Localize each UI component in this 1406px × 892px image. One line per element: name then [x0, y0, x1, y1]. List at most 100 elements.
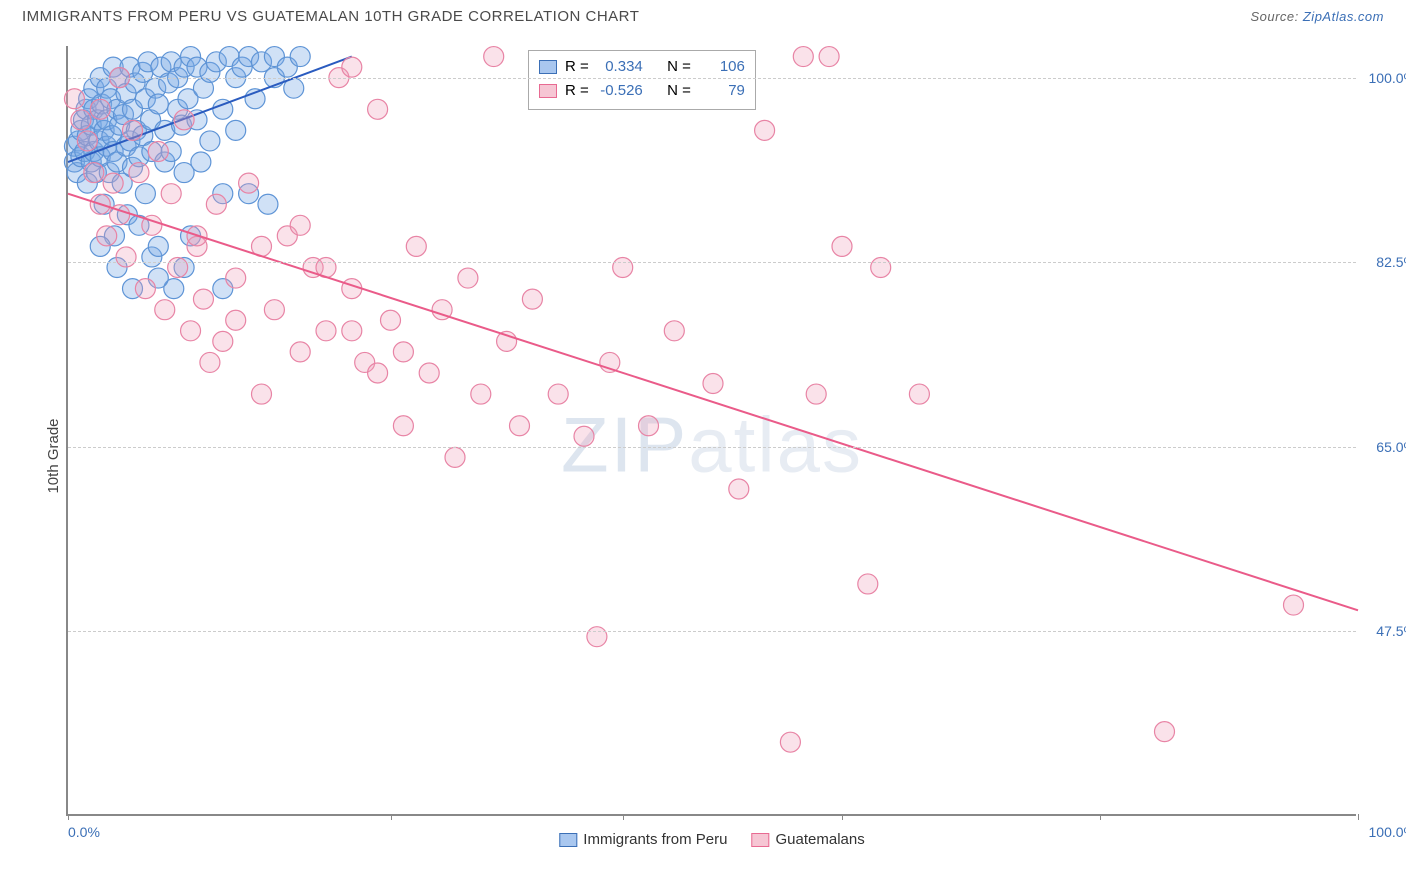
gridline-h — [68, 631, 1356, 632]
data-point — [148, 236, 168, 256]
data-point — [290, 342, 310, 362]
data-point — [290, 215, 310, 235]
data-point — [116, 247, 136, 267]
data-point — [290, 47, 310, 67]
data-point — [135, 184, 155, 204]
data-point — [613, 258, 633, 278]
data-point — [1155, 722, 1175, 742]
data-point — [252, 384, 272, 404]
data-point — [393, 342, 413, 362]
data-point — [84, 163, 104, 183]
gridline-h — [68, 78, 1356, 79]
source-link[interactable]: ZipAtlas.com — [1303, 9, 1384, 24]
gridline-h — [68, 447, 1356, 448]
data-point — [97, 226, 117, 246]
data-point — [587, 627, 607, 647]
data-point — [793, 47, 813, 67]
data-point — [191, 152, 211, 172]
data-point — [239, 173, 259, 193]
data-point — [664, 321, 684, 341]
x-tick-mark — [623, 814, 624, 820]
data-point — [90, 99, 110, 119]
source-attribution: Source: ZipAtlas.com — [1250, 9, 1384, 24]
plot-area: ZIPatlas R =0.334 N =106R =-0.526 N =79 … — [66, 46, 1356, 816]
y-tick-label: 65.0% — [1361, 439, 1406, 455]
scatter-svg — [68, 46, 1356, 814]
data-point — [819, 47, 839, 67]
data-point — [226, 310, 246, 330]
data-point — [909, 384, 929, 404]
data-point — [206, 194, 226, 214]
data-point — [639, 416, 659, 436]
data-point — [129, 163, 149, 183]
data-point — [729, 479, 749, 499]
data-point — [148, 94, 168, 114]
data-point — [780, 732, 800, 752]
data-point — [368, 363, 388, 383]
data-point — [258, 194, 278, 214]
data-point — [135, 279, 155, 299]
x-tick-mark — [842, 814, 843, 820]
data-point — [200, 131, 220, 151]
y-tick-label: 47.5% — [1361, 623, 1406, 639]
data-point — [168, 258, 188, 278]
data-point — [200, 352, 220, 372]
data-point — [213, 331, 233, 351]
data-point — [342, 321, 362, 341]
x-tick-mark — [68, 814, 69, 820]
legend-row: R =0.334 N =106 — [539, 55, 745, 79]
data-point — [148, 141, 168, 161]
data-point — [226, 268, 246, 288]
data-point — [226, 120, 246, 140]
x-tick-mark — [1100, 814, 1101, 820]
data-point — [71, 110, 91, 130]
data-point — [368, 99, 388, 119]
data-point — [181, 321, 201, 341]
legend-row: R =-0.526 N =79 — [539, 79, 745, 103]
series-legend: Immigrants from Peru Guatemalans — [559, 831, 864, 848]
data-point — [155, 300, 175, 320]
data-point — [858, 574, 878, 594]
x-tick-label: 0.0% — [68, 824, 100, 840]
data-point — [161, 184, 181, 204]
data-point — [445, 447, 465, 467]
data-point — [871, 258, 891, 278]
data-point — [755, 120, 775, 140]
correlation-legend: R =0.334 N =106R =-0.526 N =79 — [528, 50, 756, 110]
x-tick-mark — [391, 814, 392, 820]
data-point — [393, 416, 413, 436]
data-point — [471, 384, 491, 404]
data-point — [193, 289, 213, 309]
data-point — [419, 363, 439, 383]
legend-item: Guatemalans — [751, 831, 864, 848]
chart-title: IMMIGRANTS FROM PERU VS GUATEMALAN 10TH … — [22, 8, 639, 25]
y-axis-label: 10th Grade — [45, 418, 62, 493]
x-tick-mark — [1358, 814, 1359, 820]
legend-item: Immigrants from Peru — [559, 831, 727, 848]
data-point — [123, 120, 143, 140]
data-point — [548, 384, 568, 404]
data-point — [264, 300, 284, 320]
data-point — [522, 289, 542, 309]
data-point — [484, 47, 504, 67]
data-point — [342, 57, 362, 77]
data-point — [458, 268, 478, 288]
data-point — [806, 384, 826, 404]
data-point — [832, 236, 852, 256]
data-point — [64, 89, 84, 109]
chart-container: 10th Grade ZIPatlas R =0.334 N =106R =-0… — [22, 40, 1384, 872]
data-point — [77, 131, 97, 151]
data-point — [174, 110, 194, 130]
x-tick-label: 100.0% — [1361, 824, 1406, 840]
data-point — [103, 173, 123, 193]
data-point — [1284, 595, 1304, 615]
data-point — [316, 321, 336, 341]
data-point — [703, 374, 723, 394]
data-point — [574, 426, 594, 446]
gridline-h — [68, 262, 1356, 263]
y-tick-label: 82.5% — [1361, 254, 1406, 270]
data-point — [510, 416, 530, 436]
y-tick-label: 100.0% — [1361, 70, 1406, 86]
data-point — [381, 310, 401, 330]
data-point — [406, 236, 426, 256]
